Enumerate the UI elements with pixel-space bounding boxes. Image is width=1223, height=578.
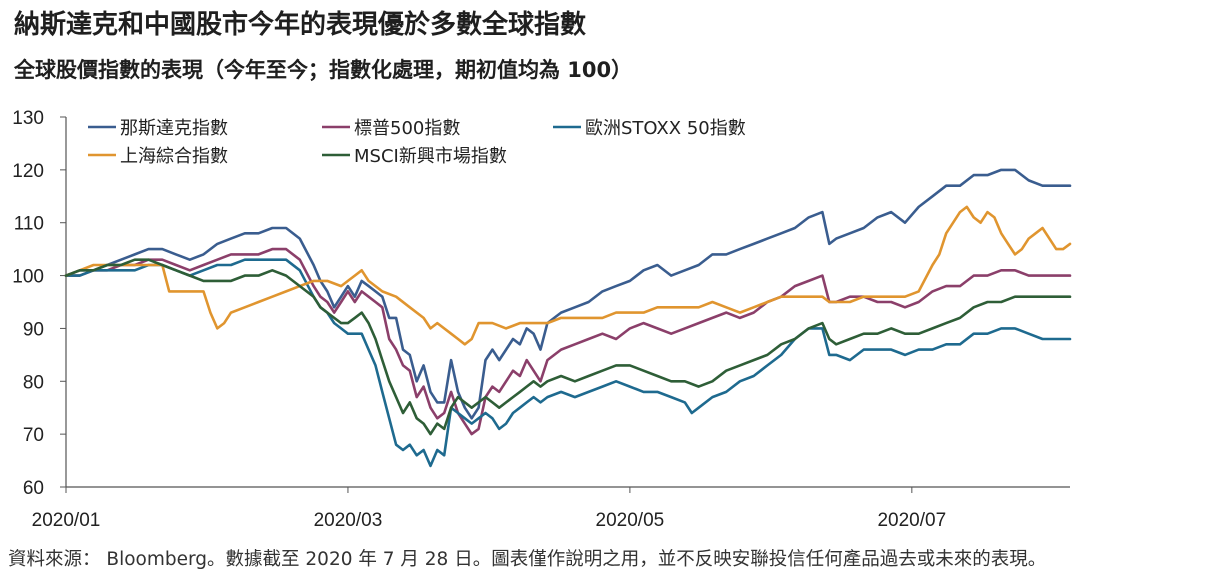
chart-title: 納斯達克和中國股市今年的表現優於多數全球指數 <box>14 10 587 40</box>
y-tick-label: 80 <box>23 372 44 393</box>
series-line-2 <box>64 258 1072 468</box>
x-tick-label: 2020/05 <box>596 510 665 531</box>
x-tick-label: 2020/01 <box>32 510 101 531</box>
x-tick-label: 2020/03 <box>314 510 383 531</box>
chart-axes: 60 70 80 90 100 110 120 130 2020/01 2020/03 2020/0… <box>12 108 1070 531</box>
series-line-0 <box>64 168 1072 420</box>
y-tick-label: 130 <box>12 108 44 129</box>
legend-label: 歐洲STOXX 50指數 <box>585 118 746 139</box>
y-tick-label: 100 <box>12 267 44 288</box>
y-tick-label: 110 <box>14 214 44 235</box>
x-tick-label: 2020/07 <box>877 510 946 531</box>
legend-label: 標普500指數 <box>354 118 460 139</box>
legend-label: 那斯達克指數 <box>120 118 228 139</box>
chart-subtitle: 全球股價指數的表現（今年至今；指數化處理，期初值均為 100） <box>14 58 633 82</box>
y-tick-label: 90 <box>23 319 44 340</box>
legend-label: 上海綜合指數 <box>120 146 228 167</box>
y-tick-label: 70 <box>23 425 44 446</box>
source-note: 資料來源： Bloomberg。數據截至 2020 年 7 月 28 日。圖表僅… <box>8 549 1047 570</box>
series-line-4 <box>64 258 1072 436</box>
chart-series <box>64 168 1072 468</box>
y-tick-label: 120 <box>12 161 44 182</box>
y-tick-label: 60 <box>23 478 44 499</box>
legend-label: MSCI新興市場指數 <box>354 146 507 167</box>
series-line-1 <box>64 247 1072 436</box>
series-line-3 <box>64 205 1072 346</box>
